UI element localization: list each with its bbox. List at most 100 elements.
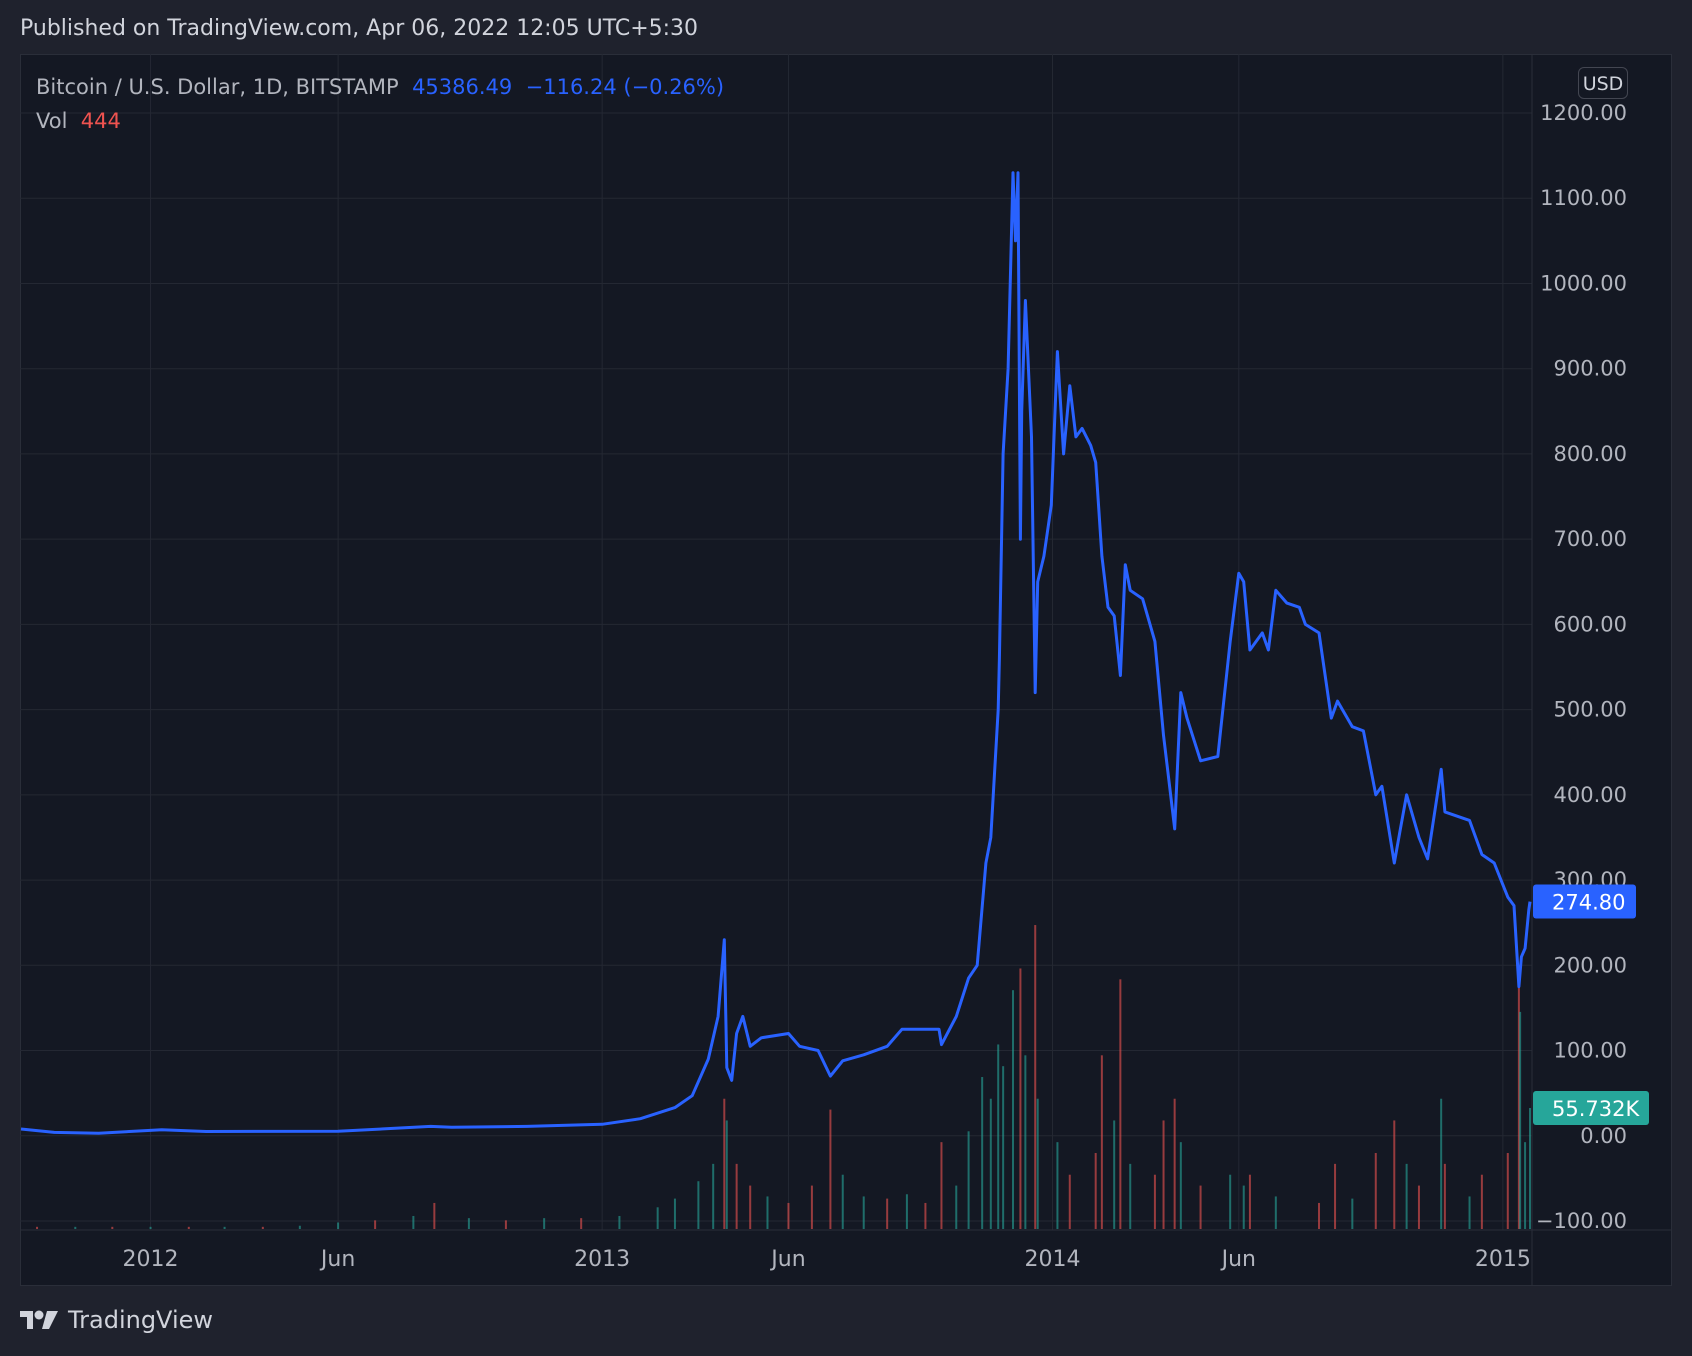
chart-legend: Bitcoin / U.S. Dollar, 1D, BITSTAMP 4538… — [36, 70, 724, 138]
volume-bar — [543, 1218, 546, 1229]
volume-bar — [1094, 1153, 1097, 1229]
price-line — [20, 171, 1532, 1135]
volume-bar — [1519, 1011, 1522, 1229]
volume-bar — [111, 1226, 114, 1229]
volume-bar — [467, 1218, 470, 1229]
volume-bar — [1524, 1142, 1527, 1229]
volume-bar — [1405, 1163, 1408, 1229]
y-tick-label: 1100.00 — [1540, 186, 1627, 210]
volume-bar — [374, 1220, 377, 1229]
y-tick-label: −100.00 — [1536, 1209, 1627, 1233]
volume-bar — [36, 1226, 39, 1229]
volume-bar — [223, 1226, 226, 1229]
y-tick-label: 0.00 — [1580, 1124, 1627, 1148]
volume-bar — [1443, 1163, 1446, 1229]
volume-bar — [1199, 1185, 1202, 1229]
volume-bar — [1517, 968, 1520, 1229]
tradingview-logo-icon — [20, 1310, 58, 1329]
volume-bar — [1468, 1196, 1471, 1229]
volume-bar — [1506, 1153, 1509, 1229]
volume-bar — [725, 1120, 728, 1229]
volume-bar — [1179, 1142, 1182, 1229]
time-axis: 2012 Jun 2013 Jun 2014 Jun 2015 — [123, 1247, 1531, 1272]
price-axis: 1200.00 1100.00 1000.00 900.00 800.00 700.00 6… — [1536, 101, 1627, 1233]
y-tick-label: 800.00 — [1554, 442, 1627, 466]
volume-bar — [787, 1202, 790, 1229]
volume-bar — [337, 1222, 340, 1229]
volume-bar — [955, 1185, 958, 1229]
volume-bar — [940, 1142, 943, 1229]
volume-bar — [1417, 1185, 1420, 1229]
change-value: −116.24 (−0.26%) — [525, 75, 725, 99]
x-tick-label: Jun — [319, 1247, 355, 1272]
volume-bar — [1374, 1153, 1377, 1229]
volume-label: 55.732K — [1552, 1097, 1640, 1121]
volume-bar — [74, 1226, 77, 1229]
volume-bar — [656, 1207, 659, 1229]
volume-bar — [412, 1215, 415, 1229]
x-tick-label: 2012 — [123, 1247, 179, 1272]
y-tick-label: 1200.00 — [1540, 101, 1627, 125]
volume-bar — [1440, 1098, 1443, 1229]
volume-bar — [1019, 968, 1022, 1229]
volume-bar — [1248, 1174, 1251, 1229]
volume-bars — [36, 925, 1531, 1229]
x-tick-label: 2014 — [1024, 1247, 1080, 1272]
grid — [20, 54, 1532, 1230]
volume-bar — [1162, 1120, 1165, 1229]
y-tick-label: 100.00 — [1554, 1039, 1627, 1063]
volume-bar — [989, 1098, 992, 1229]
volume-title[interactable]: Vol — [36, 109, 68, 133]
volume-bar — [1068, 1174, 1071, 1229]
volume-bar — [981, 1077, 984, 1229]
volume-bar — [149, 1226, 152, 1229]
volume-bar — [618, 1215, 621, 1229]
x-tick-label: Jun — [1220, 1247, 1256, 1272]
volume-bar — [723, 1098, 726, 1229]
volume-bar — [766, 1196, 769, 1229]
volume-value: 444 — [80, 109, 121, 133]
volume-bar — [1351, 1198, 1354, 1229]
volume-bar — [735, 1163, 738, 1229]
x-tick-label: 2013 — [574, 1247, 630, 1272]
y-tick-label: 500.00 — [1554, 698, 1627, 722]
y-tick-label: 400.00 — [1554, 783, 1627, 807]
brand-name: TradingView — [68, 1306, 214, 1334]
volume-bar — [967, 1131, 970, 1229]
volume-bar — [924, 1202, 927, 1229]
volume-bar — [1012, 990, 1015, 1229]
volume-bar — [862, 1196, 865, 1229]
x-tick-label: 2015 — [1475, 1247, 1531, 1272]
volume-bar — [504, 1220, 507, 1229]
volume-bar — [1393, 1120, 1396, 1229]
volume-bar — [1173, 1098, 1176, 1229]
volume-bar — [1036, 1098, 1039, 1229]
volume-bar — [905, 1194, 908, 1229]
volume-bar — [1480, 1174, 1483, 1229]
volume-bar — [829, 1109, 832, 1229]
currency-button[interactable]: USD — [1578, 67, 1628, 99]
last-price-badge: 274.80 — [1533, 884, 1636, 919]
volume-bar — [1242, 1185, 1245, 1229]
volume-bar — [187, 1226, 190, 1229]
volume-bar — [1529, 1108, 1531, 1229]
published-header: Published on TradingView.com, Apr 06, 20… — [20, 16, 699, 41]
volume-bar — [298, 1225, 301, 1229]
volume-bar — [580, 1218, 583, 1229]
volume-bar — [1153, 1174, 1156, 1229]
volume-bar — [997, 1044, 1000, 1229]
volume-bar — [673, 1198, 676, 1229]
volume-bar — [841, 1174, 844, 1229]
volume-bar — [810, 1185, 813, 1229]
tradingview-logo[interactable]: TradingView — [20, 1306, 213, 1334]
chart-frame[interactable] — [20, 54, 1672, 1286]
volume-bar — [1113, 1120, 1116, 1229]
volume-bar — [1024, 1055, 1027, 1229]
symbol-title[interactable]: Bitcoin / U.S. Dollar, 1D, BITSTAMP — [36, 75, 399, 99]
y-tick-label: 1000.00 — [1540, 271, 1627, 295]
volume-bar — [1002, 1066, 1005, 1229]
volume-bar — [1229, 1174, 1232, 1229]
x-tick-label: Jun — [769, 1247, 805, 1272]
volume-bar — [1318, 1202, 1321, 1229]
